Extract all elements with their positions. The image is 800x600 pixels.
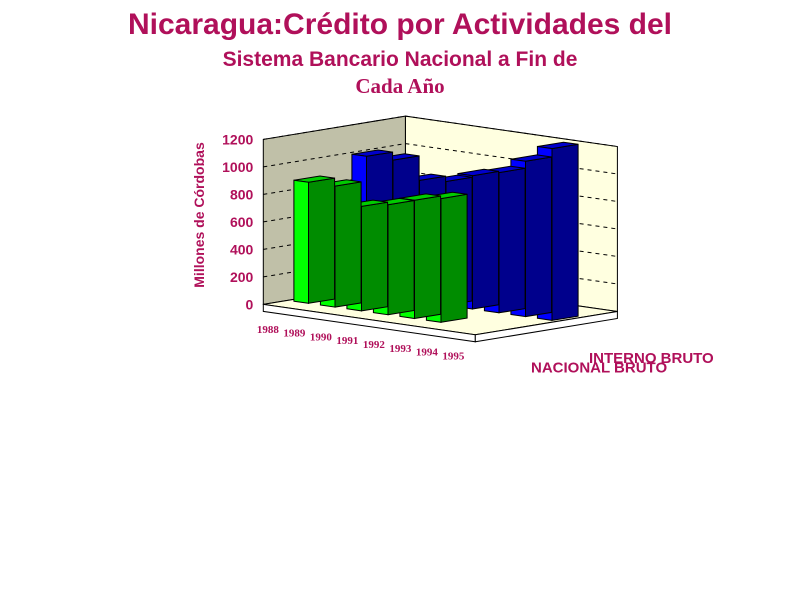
bar-side [387, 199, 415, 316]
x-tick-label: 1990 [310, 331, 333, 343]
bar-side [361, 201, 389, 312]
bar-side [498, 167, 526, 314]
y-axis-label: Millones de Córdobas [191, 142, 207, 288]
x-tick-label: 1992 [363, 339, 386, 351]
chart-title-line-2: Sistema Bancario Nacional a Fin de [222, 48, 578, 71]
bar-side [551, 143, 579, 321]
bar-side [308, 177, 336, 304]
y-tick-label: 400 [230, 241, 254, 257]
bar-side [440, 193, 468, 323]
chart-title-line-3: Cada Año [355, 74, 445, 98]
chart-title-line-1: Nicaragua:Crédito por Actividades del [127, 8, 672, 41]
x-tick-label: 1989 [283, 328, 306, 340]
bar-side [414, 195, 442, 320]
chart-bars [293, 141, 579, 323]
y-tick-label: 1200 [222, 131, 253, 147]
bar-side [334, 181, 362, 308]
x-tick-label: 1988 [257, 324, 280, 336]
bar-side [472, 170, 500, 310]
x-tick-label: 1994 [416, 347, 439, 359]
y-tick-label: 800 [230, 186, 254, 202]
y-tick-label: 0 [246, 296, 254, 312]
series-label: INTERNO BRUTO [589, 350, 714, 367]
y-tick-label: 600 [230, 214, 254, 230]
x-tick-label: 1993 [389, 343, 412, 355]
y-tick-label: 200 [230, 269, 254, 285]
floor-side-edge [474, 310, 618, 343]
bar-front [293, 179, 309, 304]
bar [293, 175, 336, 304]
x-tick-label: 1991 [336, 335, 358, 347]
bar-side [525, 156, 553, 318]
y-tick-label: 1000 [222, 159, 253, 175]
x-tick-label: 1995 [442, 350, 465, 362]
series-label: NACIONAL BRUTO [531, 360, 667, 377]
chart-labels: 0 200 400 600 800 1000 1200 Millones de Córdoba… [191, 131, 714, 376]
